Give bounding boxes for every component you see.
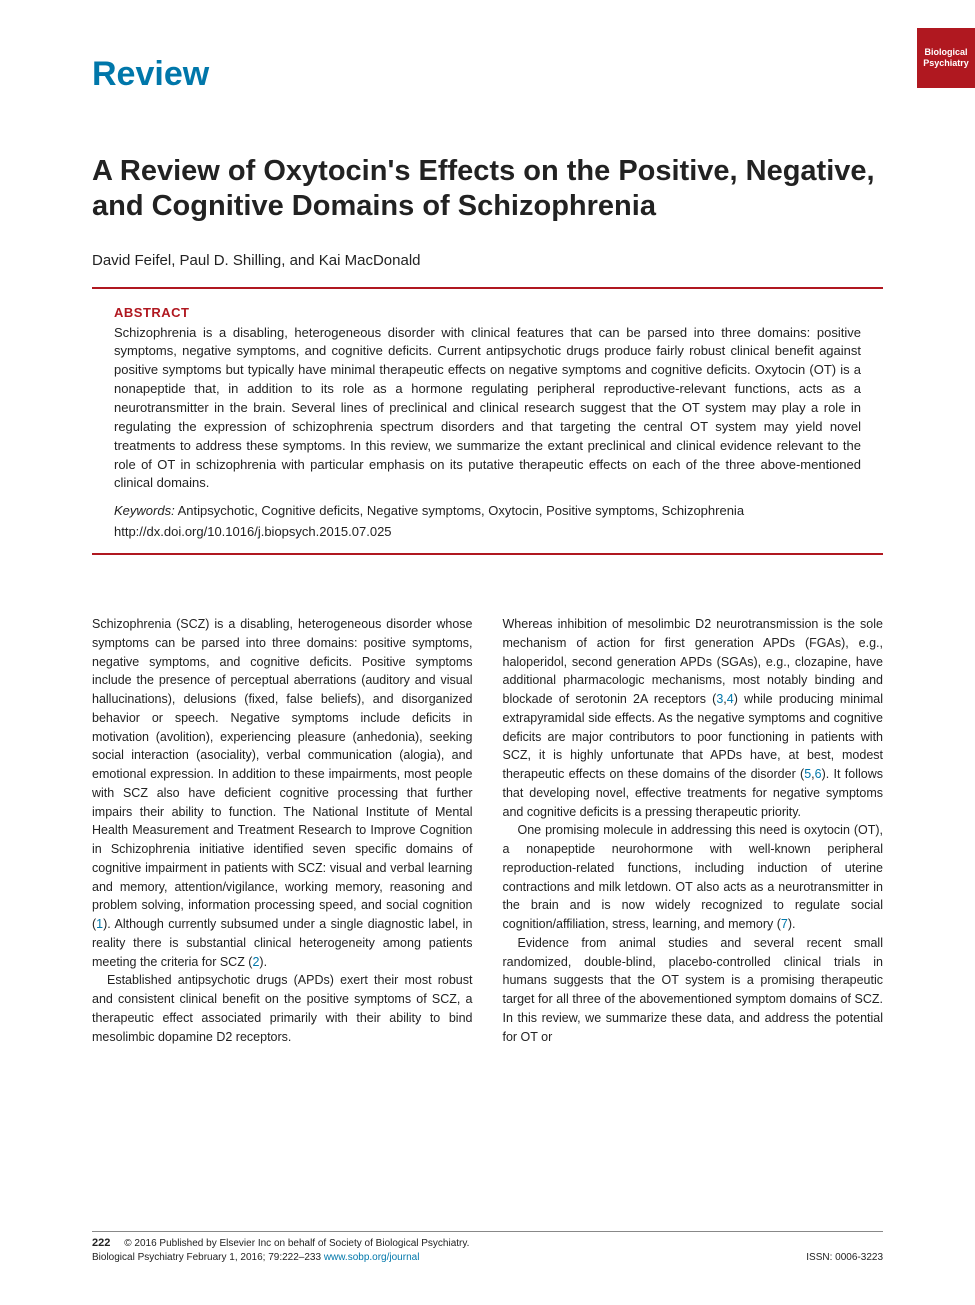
body-paragraph: One promising molecule in addressing thi…: [503, 821, 884, 934]
column-left: Schizophrenia (SCZ) is a disabling, hete…: [92, 615, 473, 1046]
column-right: Whereas inhibition of mesolimbic D2 neur…: [503, 615, 884, 1046]
citation-text: Biological Psychiatry February 1, 2016; …: [92, 1252, 324, 1263]
journal-tab: Biological Psychiatry: [917, 28, 975, 88]
abstract-text: Schizophrenia is a disabling, heterogene…: [114, 324, 861, 494]
ref-link[interactable]: 4: [727, 692, 734, 706]
page-content: Review A Review of Oxytocin's Effects on…: [0, 0, 975, 1086]
body-paragraph: Schizophrenia (SCZ) is a disabling, hete…: [92, 615, 473, 971]
article-title: A Review of Oxytocin's Effects on the Po…: [92, 154, 883, 224]
issn-text: ISSN: 0006-3223: [806, 1251, 883, 1265]
authors-line: David Feifel, Paul D. Shilling, and Kai …: [92, 252, 883, 269]
body-columns: Schizophrenia (SCZ) is a disabling, hete…: [92, 615, 883, 1046]
body-paragraph: Evidence from animal studies and several…: [503, 934, 884, 1047]
copyright-text: © 2016 Published by Elsevier Inc on beha…: [124, 1238, 469, 1249]
abstract-heading: ABSTRACT: [114, 305, 861, 320]
abstract-block: ABSTRACT Schizophrenia is a disabling, h…: [92, 289, 883, 554]
keywords-text: Antipsychotic, Cognitive deficits, Negat…: [175, 503, 744, 518]
page-footer: 222 © 2016 Published by Elsevier Inc on …: [92, 1231, 883, 1265]
divider-bottom: [92, 553, 883, 555]
article-type: Review: [92, 55, 883, 94]
doi-line: http://dx.doi.org/10.1016/j.biopsych.201…: [114, 524, 861, 539]
journal-url[interactable]: www.sobp.org/journal: [324, 1252, 420, 1263]
body-paragraph: Established antipsychotic drugs (APDs) e…: [92, 971, 473, 1046]
page-number: 222: [92, 1237, 110, 1249]
keywords-label: Keywords:: [114, 503, 175, 518]
ref-link[interactable]: 7: [781, 917, 788, 931]
keywords-line: Keywords: Antipsychotic, Cognitive defic…: [114, 503, 861, 518]
body-paragraph: Whereas inhibition of mesolimbic D2 neur…: [503, 615, 884, 821]
ref-link[interactable]: 6: [815, 767, 822, 781]
